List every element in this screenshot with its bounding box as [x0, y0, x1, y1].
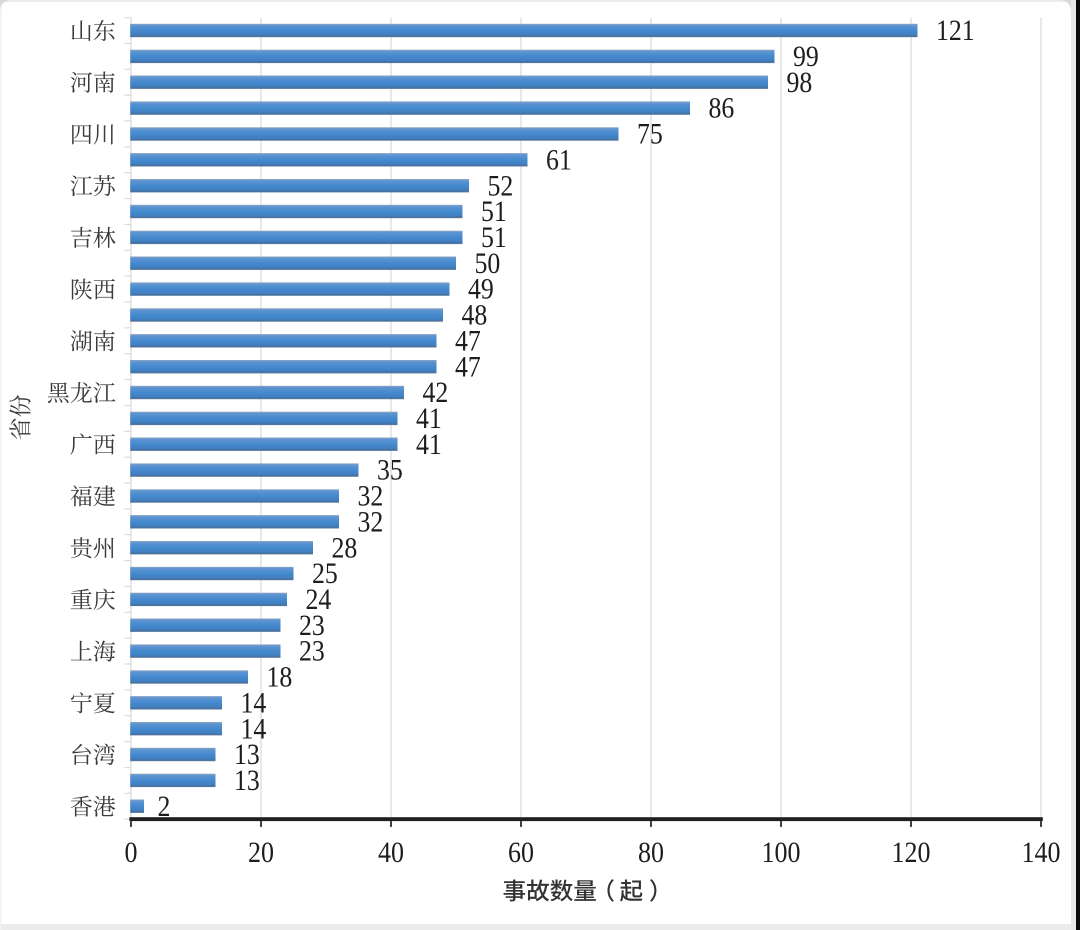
- svg-text:13: 13: [234, 765, 260, 797]
- svg-text:32: 32: [358, 481, 384, 513]
- svg-text:86: 86: [709, 93, 735, 125]
- svg-text:50: 50: [475, 248, 501, 280]
- svg-text:24: 24: [306, 584, 332, 616]
- svg-text:0: 0: [125, 836, 138, 869]
- svg-text:52: 52: [488, 170, 514, 202]
- svg-text:120: 120: [892, 836, 931, 869]
- svg-text:49: 49: [468, 274, 494, 306]
- svg-text:28: 28: [332, 532, 358, 564]
- svg-text:51: 51: [481, 222, 507, 254]
- svg-text:13: 13: [234, 739, 260, 771]
- svg-text:41: 41: [416, 429, 442, 461]
- svg-text:99: 99: [793, 41, 819, 73]
- svg-text:2: 2: [158, 791, 171, 823]
- svg-text:42: 42: [423, 377, 449, 409]
- svg-text:23: 23: [299, 610, 325, 642]
- svg-text:47: 47: [455, 325, 481, 357]
- svg-text:14: 14: [241, 687, 267, 719]
- svg-text:14: 14: [241, 713, 267, 745]
- svg-text:25: 25: [312, 558, 338, 590]
- svg-text:98: 98: [787, 67, 813, 99]
- svg-text:41: 41: [416, 403, 442, 435]
- svg-text:75: 75: [637, 119, 663, 151]
- svg-text:60: 60: [508, 836, 534, 869]
- svg-text:47: 47: [455, 351, 481, 383]
- svg-text:121: 121: [936, 15, 975, 47]
- svg-text:140: 140: [1022, 836, 1061, 869]
- svg-text:18: 18: [267, 662, 293, 694]
- svg-text:23: 23: [299, 636, 325, 668]
- svg-text:32: 32: [358, 506, 384, 538]
- svg-text:48: 48: [462, 300, 488, 332]
- svg-text:80: 80: [638, 836, 664, 869]
- svg-text:35: 35: [377, 455, 403, 487]
- svg-text:61: 61: [546, 144, 572, 176]
- svg-text:100: 100: [762, 836, 801, 869]
- svg-text:40: 40: [378, 836, 404, 869]
- svg-text:20: 20: [248, 836, 274, 869]
- svg-text:51: 51: [481, 196, 507, 228]
